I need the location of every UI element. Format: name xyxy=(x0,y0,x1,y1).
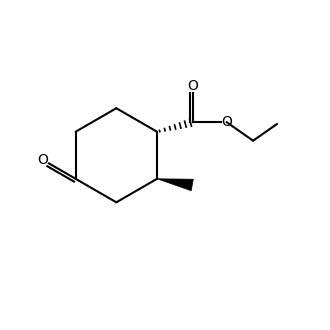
Text: O: O xyxy=(37,153,48,167)
Text: O: O xyxy=(188,79,199,93)
Text: O: O xyxy=(221,115,232,129)
Polygon shape xyxy=(157,179,193,191)
